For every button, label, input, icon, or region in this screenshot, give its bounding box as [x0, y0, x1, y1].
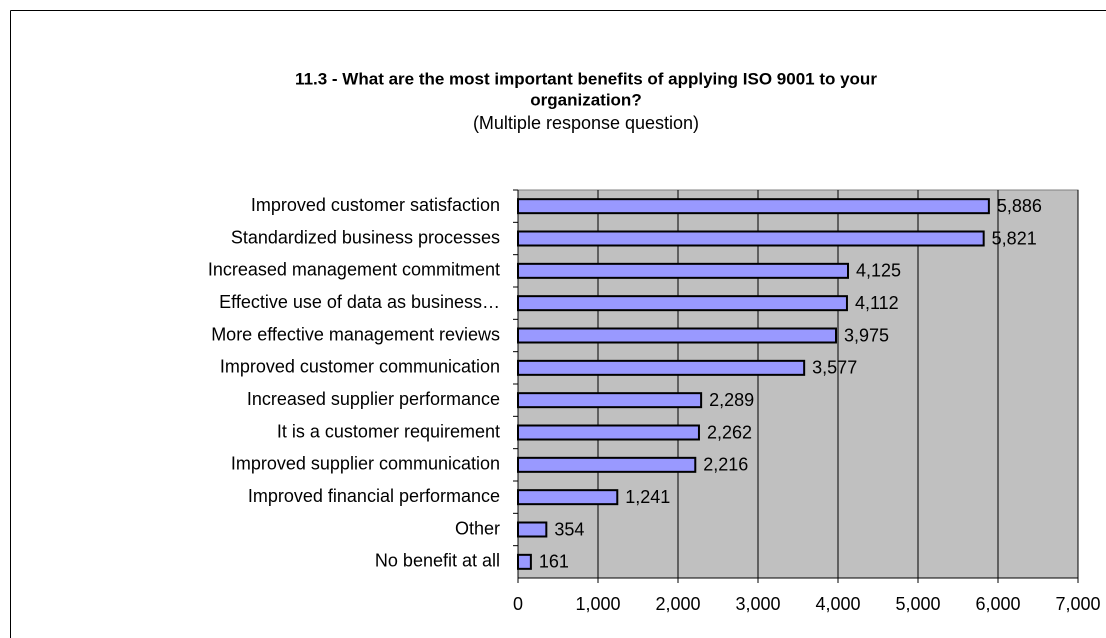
bar	[517, 262, 849, 279]
bar	[517, 230, 985, 247]
data-label: 161	[539, 552, 569, 572]
chart-title: 11.3 - What are the most important benef…	[295, 69, 877, 88]
bar	[517, 456, 697, 473]
bar	[517, 489, 619, 506]
y-tick-label: Other	[455, 518, 500, 538]
data-label: 2,262	[707, 422, 752, 442]
data-label: 354	[554, 519, 584, 539]
bar	[517, 198, 990, 215]
bar	[517, 295, 848, 312]
y-tick-label: Improved customer communication	[220, 357, 500, 377]
data-label: 2,216	[703, 455, 748, 475]
y-tick-label: Increased management commitment	[208, 260, 500, 280]
y-tick-label: Improved customer satisfaction	[251, 195, 500, 215]
chart-title: organization?	[530, 90, 641, 109]
data-label: 3,975	[844, 325, 889, 345]
bar	[517, 359, 806, 376]
y-tick-label: Increased supplier performance	[247, 389, 500, 409]
x-tick-label: 7,000	[1055, 594, 1100, 614]
y-tick-label: More effective management reviews	[211, 324, 500, 344]
y-tick-label: It is a customer requirement	[277, 421, 500, 441]
y-tick-label: Effective use of data as business…	[219, 292, 500, 312]
x-tick-label: 6,000	[975, 594, 1020, 614]
y-tick-label: Improved supplier communication	[231, 454, 500, 474]
data-label: 4,112	[855, 293, 899, 313]
data-label: 1,241	[625, 487, 670, 507]
data-label: 2,289	[709, 390, 754, 410]
y-tick-label: Improved financial performance	[248, 486, 500, 506]
x-tick-label: 3,000	[735, 594, 780, 614]
plot-area	[517, 189, 1079, 579]
x-tick-label: 5,000	[895, 594, 940, 614]
data-label: 5,821	[992, 228, 1037, 248]
y-tick-label: Standardized business processes	[231, 227, 500, 247]
x-tick-label: 0	[513, 594, 523, 614]
data-label: 5,886	[997, 196, 1042, 216]
y-tick-label: No benefit at all	[375, 551, 500, 571]
x-tick-label: 4,000	[815, 594, 860, 614]
x-tick-label: 1,000	[575, 594, 620, 614]
bar	[517, 327, 837, 344]
bar	[517, 521, 548, 538]
chart-subtitle: (Multiple response question)	[473, 113, 699, 133]
bar	[517, 553, 532, 570]
data-label: 4,125	[856, 261, 901, 281]
bar	[517, 392, 703, 409]
bar	[517, 424, 700, 441]
x-tick-label: 2,000	[655, 594, 700, 614]
data-label: 3,577	[812, 358, 857, 378]
